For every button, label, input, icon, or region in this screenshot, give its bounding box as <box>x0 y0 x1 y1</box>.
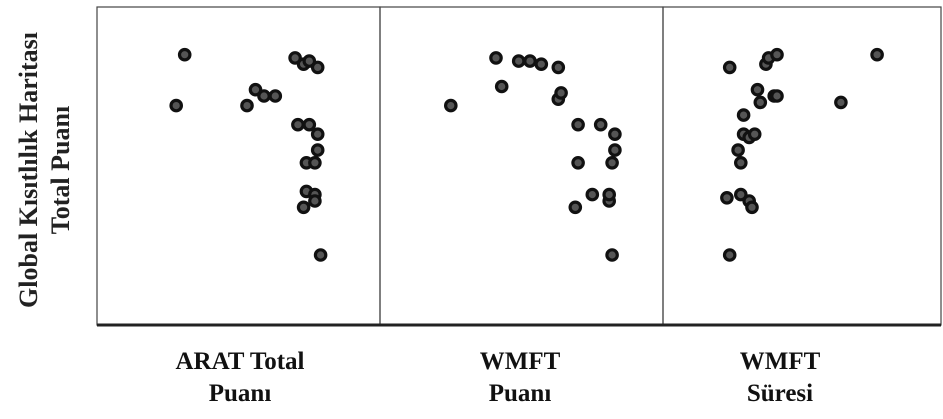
panel-frame-2 <box>379 6 664 326</box>
data-point-p3-12 <box>753 95 768 110</box>
data-point-p3-1 <box>722 248 737 262</box>
data-point-p2-14 <box>571 156 585 170</box>
data-point-p3-7 <box>731 143 745 157</box>
data-point-p2-5 <box>523 54 537 68</box>
data-point-p1-2 <box>177 47 192 62</box>
data-point-p1-1 <box>169 98 183 113</box>
data-point-p2-7 <box>551 60 566 75</box>
data-point-p2-18 <box>608 143 622 157</box>
data-point-p3-21 <box>870 47 884 62</box>
data-point-p1-4 <box>248 82 263 97</box>
data-point-p3-13 <box>750 82 765 97</box>
data-point-p3-16 <box>722 60 737 75</box>
data-point-p3-6 <box>733 156 748 170</box>
data-point-p2-13 <box>585 187 600 202</box>
panel-frame-1 <box>96 6 381 326</box>
data-point-p3-3 <box>733 187 748 202</box>
data-point-p1-8 <box>302 117 317 132</box>
data-point-p2-12 <box>568 200 583 215</box>
data-point-p3-10 <box>747 127 762 141</box>
data-point-p2-2 <box>494 79 509 94</box>
data-point-p2-1 <box>443 98 458 113</box>
data-point-p3-2 <box>720 191 734 205</box>
x-category-arat-line-1: ARAT Total <box>175 348 305 375</box>
x-category-arat-line-2: Puanı <box>208 380 272 407</box>
panel-frame-3 <box>662 6 942 326</box>
data-point-p1-11 <box>302 54 317 68</box>
data-point-p2-9 <box>554 86 568 100</box>
data-point-p1-9 <box>288 51 302 65</box>
data-point-p3-20 <box>834 95 848 110</box>
data-point-p2-16 <box>602 187 616 202</box>
x-category-arat: ARAT Total Puanı <box>120 346 360 410</box>
x-category-wmft-time: WMFT Süresi <box>660 346 900 410</box>
data-point-p3-15 <box>770 89 784 103</box>
x-category-wmft-time-line-2: Süresi <box>746 380 814 407</box>
data-point-p3-11 <box>736 108 751 122</box>
data-point-p1-20 <box>310 127 325 141</box>
data-point-p1-6 <box>268 89 283 103</box>
data-point-p2-19 <box>608 127 622 141</box>
data-point-p1-18 <box>308 156 322 170</box>
data-point-p3-5 <box>745 200 759 215</box>
x-category-wmft-score-line-1: WMFT <box>479 348 561 375</box>
data-point-p2-6 <box>534 57 549 71</box>
data-point-p2-20 <box>605 248 619 262</box>
x-category-wmft-score-line-2: Puanı <box>488 380 552 407</box>
data-point-p1-16 <box>308 194 322 208</box>
x-category-wmft-time-line-1: WMFT <box>739 348 821 375</box>
data-point-p3-19 <box>770 47 784 62</box>
data-point-p1-3 <box>240 98 254 113</box>
data-point-p1-7 <box>291 117 305 132</box>
data-point-p2-3 <box>489 51 503 65</box>
data-point-p1-21 <box>313 248 328 262</box>
data-point-p2-11 <box>593 117 608 132</box>
data-point-p2-17 <box>605 156 619 170</box>
data-point-p2-10 <box>571 117 585 132</box>
data-point-p1-12 <box>310 60 325 75</box>
data-point-p1-5 <box>257 89 271 103</box>
data-point-p1-13 <box>296 200 311 215</box>
data-point-p1-19 <box>310 143 325 157</box>
x-category-wmft-score: WMFT Puanı <box>400 346 640 410</box>
data-point-p2-4 <box>511 54 526 68</box>
